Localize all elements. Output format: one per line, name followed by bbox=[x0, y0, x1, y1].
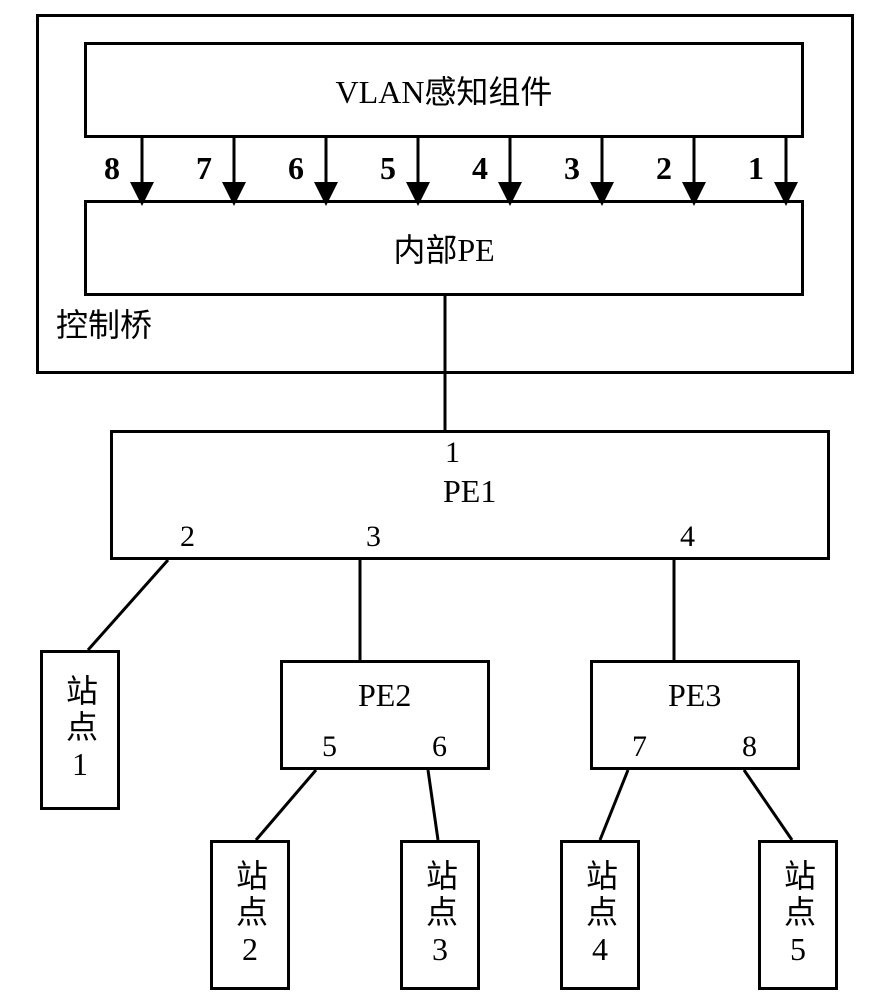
pe3-port-7: 7 bbox=[632, 730, 647, 764]
vlan-aware-component: VLAN感知组件 bbox=[84, 42, 804, 138]
pe1-port-3: 3 bbox=[366, 520, 381, 554]
station-5: 站点5 bbox=[758, 840, 838, 990]
station-1: 站点1 bbox=[40, 650, 120, 810]
station-2: 站点2 bbox=[210, 840, 290, 990]
internal-pe: 内部PE bbox=[84, 200, 804, 296]
pe2-port-6: 6 bbox=[432, 730, 447, 764]
station-4: 站点4 bbox=[560, 840, 640, 990]
station-3: 站点3 bbox=[400, 840, 480, 990]
arrow-label-1: 1 bbox=[748, 150, 764, 187]
control-bridge-label: 控制桥 bbox=[56, 300, 152, 346]
pe1-port-1: 1 bbox=[445, 436, 460, 470]
arrow-label-6: 6 bbox=[288, 150, 304, 187]
pe2-port-5: 5 bbox=[322, 730, 337, 764]
arrow-label-3: 3 bbox=[564, 150, 580, 187]
pe3-port-8: 8 bbox=[742, 730, 757, 764]
arrow-label-4: 4 bbox=[472, 150, 488, 187]
pe1-port-2: 2 bbox=[180, 520, 195, 554]
pe1-port-4: 4 bbox=[680, 520, 695, 554]
arrow-label-2: 2 bbox=[656, 150, 672, 187]
pe1: PE1 bbox=[110, 430, 830, 560]
arrow-label-8: 8 bbox=[104, 150, 120, 187]
arrow-label-7: 7 bbox=[196, 150, 212, 187]
pe3: PE3 bbox=[590, 660, 800, 770]
pe2: PE2 bbox=[280, 660, 490, 770]
arrow-label-5: 5 bbox=[380, 150, 396, 187]
